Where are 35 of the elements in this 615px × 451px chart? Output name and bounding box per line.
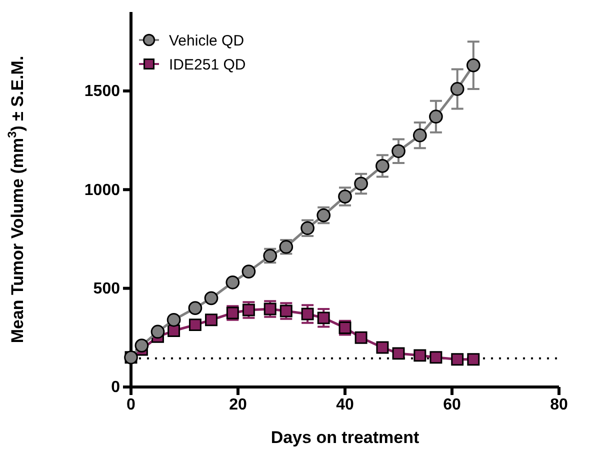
point	[354, 331, 368, 344]
point	[392, 347, 405, 360]
y-tick-label: 500	[93, 280, 120, 298]
point	[204, 291, 218, 306]
point	[412, 128, 427, 142]
point	[467, 353, 480, 366]
point	[205, 314, 218, 326]
x-tick-label: 60	[443, 396, 461, 414]
x-tick-label: 0	[126, 396, 136, 414]
point	[242, 264, 256, 278]
y-tick-label: 0	[111, 379, 120, 396]
legend-label: IDE251 QD	[169, 56, 246, 74]
point	[451, 353, 464, 366]
legend-label: Vehicle QD	[169, 32, 244, 50]
point	[430, 351, 442, 364]
point	[134, 338, 149, 352]
point	[188, 301, 202, 315]
x-axis-title: Days on treatment	[270, 428, 420, 447]
point	[466, 58, 480, 72]
point	[392, 144, 406, 158]
x-tick-label: 40	[336, 396, 354, 414]
point	[166, 312, 181, 327]
x-tick-label: 80	[550, 396, 568, 414]
point	[188, 318, 202, 332]
point	[168, 324, 180, 337]
point	[376, 341, 389, 354]
y-tick-label: 1000	[84, 182, 120, 199]
point	[414, 349, 426, 362]
x-tick-label: 20	[229, 396, 247, 414]
y-tick-label: 1500	[84, 83, 120, 100]
point	[376, 159, 390, 173]
point	[450, 82, 464, 96]
point	[226, 275, 240, 290]
point	[150, 324, 165, 339]
point	[429, 110, 443, 124]
